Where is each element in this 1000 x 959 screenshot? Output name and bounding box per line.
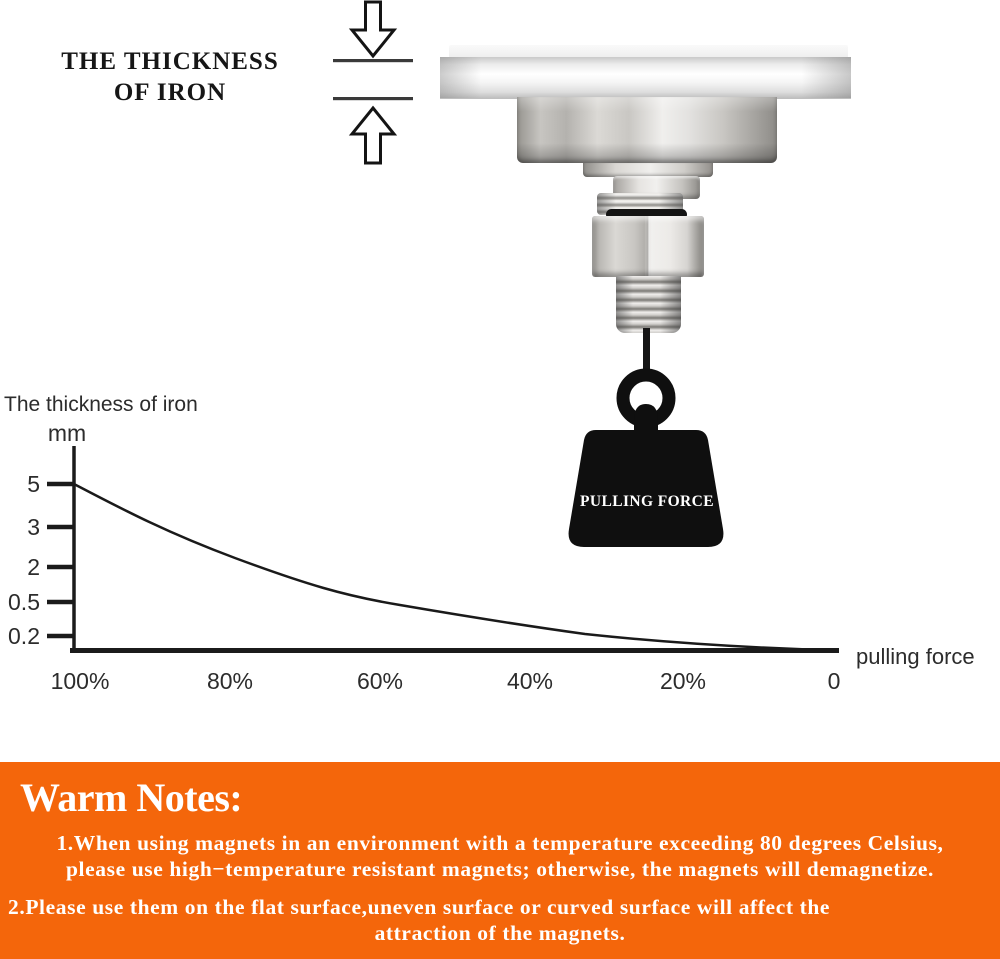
magnet-step-disc	[583, 163, 713, 177]
gap-top-line	[333, 59, 413, 63]
weight-body	[568, 430, 724, 547]
x-tick-label: 20%	[660, 668, 706, 694]
x-tick-label: 60%	[357, 668, 403, 694]
hanging-cable	[643, 328, 650, 378]
weight-label: PULLING FORCE	[580, 493, 714, 510]
gap-bottom-line	[333, 97, 413, 101]
note-2-line-2: attraction of the magnets.	[374, 921, 626, 945]
y-tick-label: 0.5	[8, 589, 40, 615]
arrow-up-icon	[348, 105, 398, 165]
iron-thickness-gap-diagram	[333, 0, 413, 165]
y-tick-label: 3	[27, 514, 40, 540]
arrow-down-icon	[348, 0, 398, 59]
hex-nut	[592, 216, 704, 277]
note-1-line-1: 1.When using magnets in an environment w…	[56, 831, 944, 855]
warm-notes-section: Warm Notes: 1.When using magnets in an e…	[0, 762, 1000, 959]
iron-plate-top-edge	[449, 45, 848, 58]
warm-notes-heading: Warm Notes:	[20, 775, 243, 820]
x-tick-label: 0	[828, 668, 841, 694]
y-tick-label: 2	[27, 554, 40, 580]
pulling-force-weight-group: PULLING FORCE	[568, 328, 724, 547]
y-tick-label: 5	[27, 471, 40, 497]
thickness-of-iron-label: THE THICKNESS OF IRON	[40, 46, 300, 108]
x-tick-label: 100%	[51, 668, 110, 694]
x-tick-label: 40%	[507, 668, 553, 694]
decay-curve	[73, 482, 840, 652]
note-2-line-1: 2.Please use them on the flat surface,un…	[8, 895, 831, 919]
rubber-o-ring	[606, 209, 687, 220]
chart-ylabel-unit: mm	[48, 420, 86, 446]
thickness-vs-pulling-force-chart: The thickness of iron mm 5 3 2 0.5 0.2 1…	[4, 393, 975, 694]
thickness-label-line1: THE THICKNESS	[61, 48, 279, 75]
pot-magnet-body	[517, 97, 777, 163]
chart-ylabel: The thickness of iron	[4, 393, 198, 416]
iron-plate	[440, 57, 851, 98]
x-tick-label: 80%	[207, 668, 253, 694]
threaded-stud	[616, 276, 681, 333]
note-1-line-2: please use high−temperature resistant ma…	[66, 857, 934, 881]
y-tick-label: 0.2	[8, 623, 40, 649]
weight-knob	[634, 404, 658, 432]
thickness-label-line2: OF IRON	[113, 79, 227, 106]
chart-xlabel: pulling force	[856, 644, 975, 669]
